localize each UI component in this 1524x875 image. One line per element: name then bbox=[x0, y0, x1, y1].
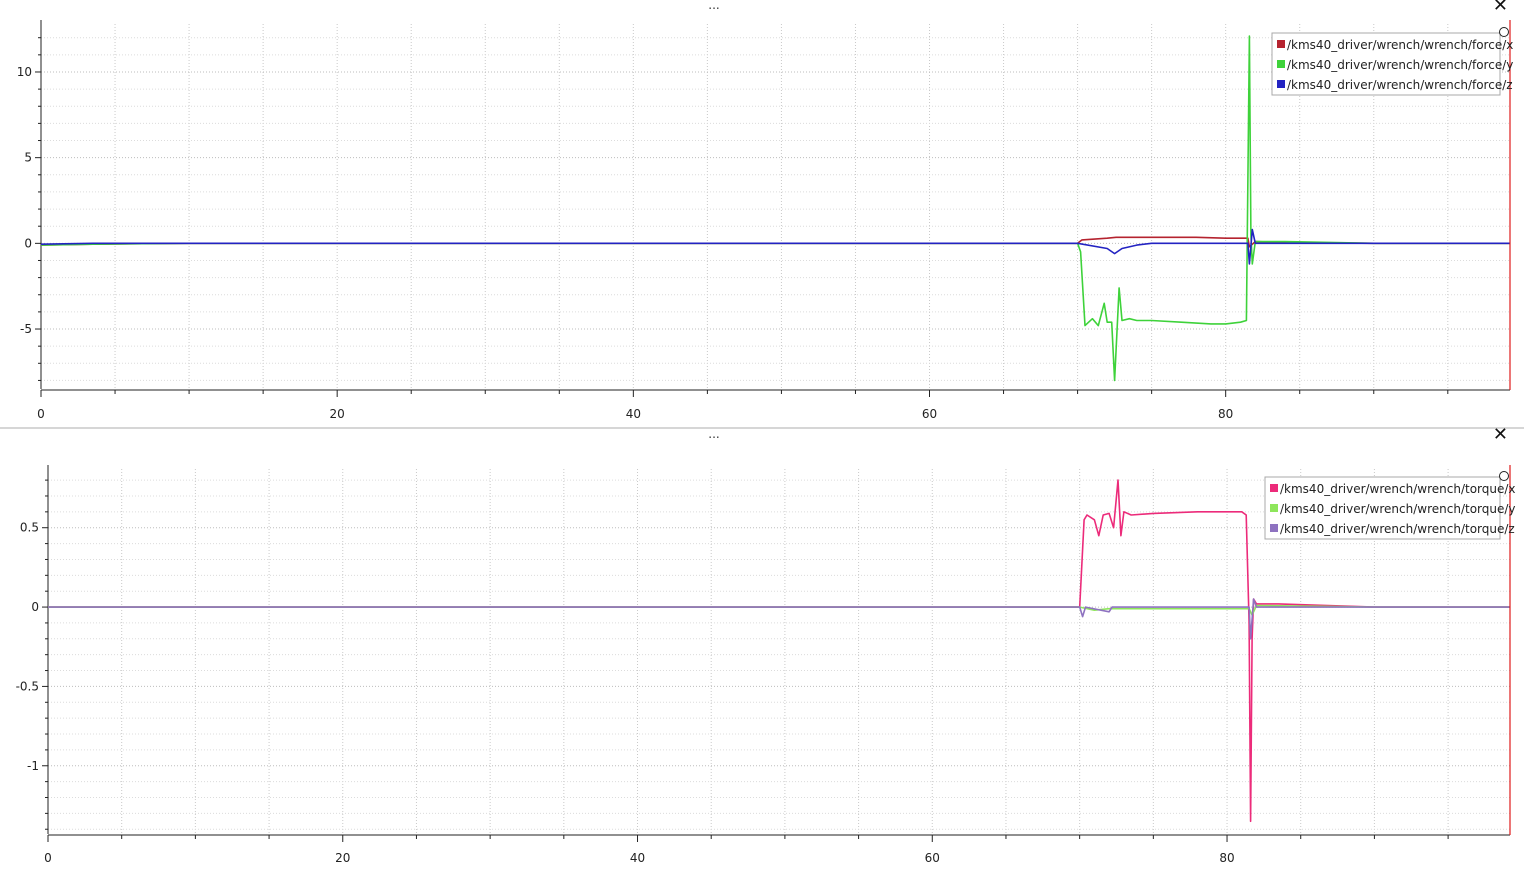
legend-label[interactable]: /kms40_driver/wrench/wrench/torque/z bbox=[1280, 522, 1515, 536]
close-icon[interactable]: ✕ bbox=[1492, 0, 1508, 16]
series-line-3 bbox=[40, 228, 1510, 265]
x-tick-label: 40 bbox=[626, 407, 641, 421]
y-tick-label: 0 bbox=[24, 236, 32, 250]
force-plot-panel[interactable]: ... ✕ 10 5 0 -5 0 20 40 60 80/kms40_driver/wrenc… bbox=[0, 0, 1524, 428]
legend-label[interactable]: /kms40_driver/wrench/wrench/force/y bbox=[1287, 58, 1513, 72]
x-tick-label: 0 bbox=[37, 407, 45, 421]
x-tick-label: 60 bbox=[925, 851, 940, 865]
panel-divider[interactable] bbox=[0, 427, 1524, 429]
y-tick-label: 0 bbox=[31, 600, 39, 614]
torque-plot-panel[interactable]: ... ✕ 0.5 0 -0.5 -1 0 20 40 60 80/kms40_driver/w… bbox=[0, 424, 1524, 871]
legend-swatch bbox=[1277, 80, 1285, 88]
legend[interactable]: /kms40_driver/wrench/wrench/torque/x/kms… bbox=[1264, 476, 1516, 540]
x-tick-label: 60 bbox=[922, 407, 937, 421]
legend[interactable]: /kms40_driver/wrench/wrench/force/x/kms4… bbox=[1271, 32, 1513, 96]
legend-handle-icon[interactable] bbox=[1499, 27, 1509, 37]
grid bbox=[40, 24, 1510, 389]
legend-swatch bbox=[1277, 60, 1285, 68]
torque-plot-svg[interactable]: 0.5 0 -0.5 -1 0 20 40 60 80/kms40_driver/wrench/… bbox=[0, 429, 1524, 871]
legend-handle-icon[interactable] bbox=[1499, 471, 1509, 481]
x-tick-label: 40 bbox=[630, 851, 645, 865]
legend-swatch bbox=[1270, 504, 1278, 512]
legend-swatch bbox=[1277, 40, 1285, 48]
x-tick-label: 20 bbox=[335, 851, 350, 865]
y-tick-label: 5 bbox=[24, 151, 32, 165]
x-tick-label: 20 bbox=[330, 407, 345, 421]
plot-menu-dots[interactable]: ... bbox=[708, 0, 720, 12]
y-tick-label: 0.5 bbox=[20, 521, 39, 535]
force-plot-svg[interactable]: 10 5 0 -5 0 20 40 60 80/kms40_driver/wrench/wren… bbox=[0, 0, 1524, 428]
legend-label[interactable]: /kms40_driver/wrench/wrench/torque/x bbox=[1280, 482, 1516, 496]
x-tick-label: 80 bbox=[1218, 407, 1233, 421]
plot-menu-dots[interactable]: ... bbox=[708, 427, 720, 441]
y-tick-label: -1 bbox=[27, 759, 39, 773]
legend-box bbox=[1271, 32, 1501, 96]
legend-label[interactable]: /kms40_driver/wrench/wrench/force/z bbox=[1287, 78, 1513, 92]
x-tick-label: 80 bbox=[1219, 851, 1234, 865]
legend-swatch bbox=[1270, 524, 1278, 532]
legend-label[interactable]: /kms40_driver/wrench/wrench/force/x bbox=[1287, 38, 1513, 52]
y-tick-label: -5 bbox=[20, 322, 32, 336]
y-tick-label: -0.5 bbox=[16, 679, 39, 693]
close-icon[interactable]: ✕ bbox=[1492, 424, 1508, 445]
series-line-3 bbox=[48, 598, 1510, 640]
y-tick-label: 10 bbox=[17, 65, 32, 79]
x-tick-label: 0 bbox=[44, 851, 52, 865]
legend-box bbox=[1264, 476, 1501, 540]
legend-label[interactable]: /kms40_driver/wrench/wrench/torque/y bbox=[1280, 502, 1516, 516]
legend-swatch bbox=[1270, 484, 1278, 492]
